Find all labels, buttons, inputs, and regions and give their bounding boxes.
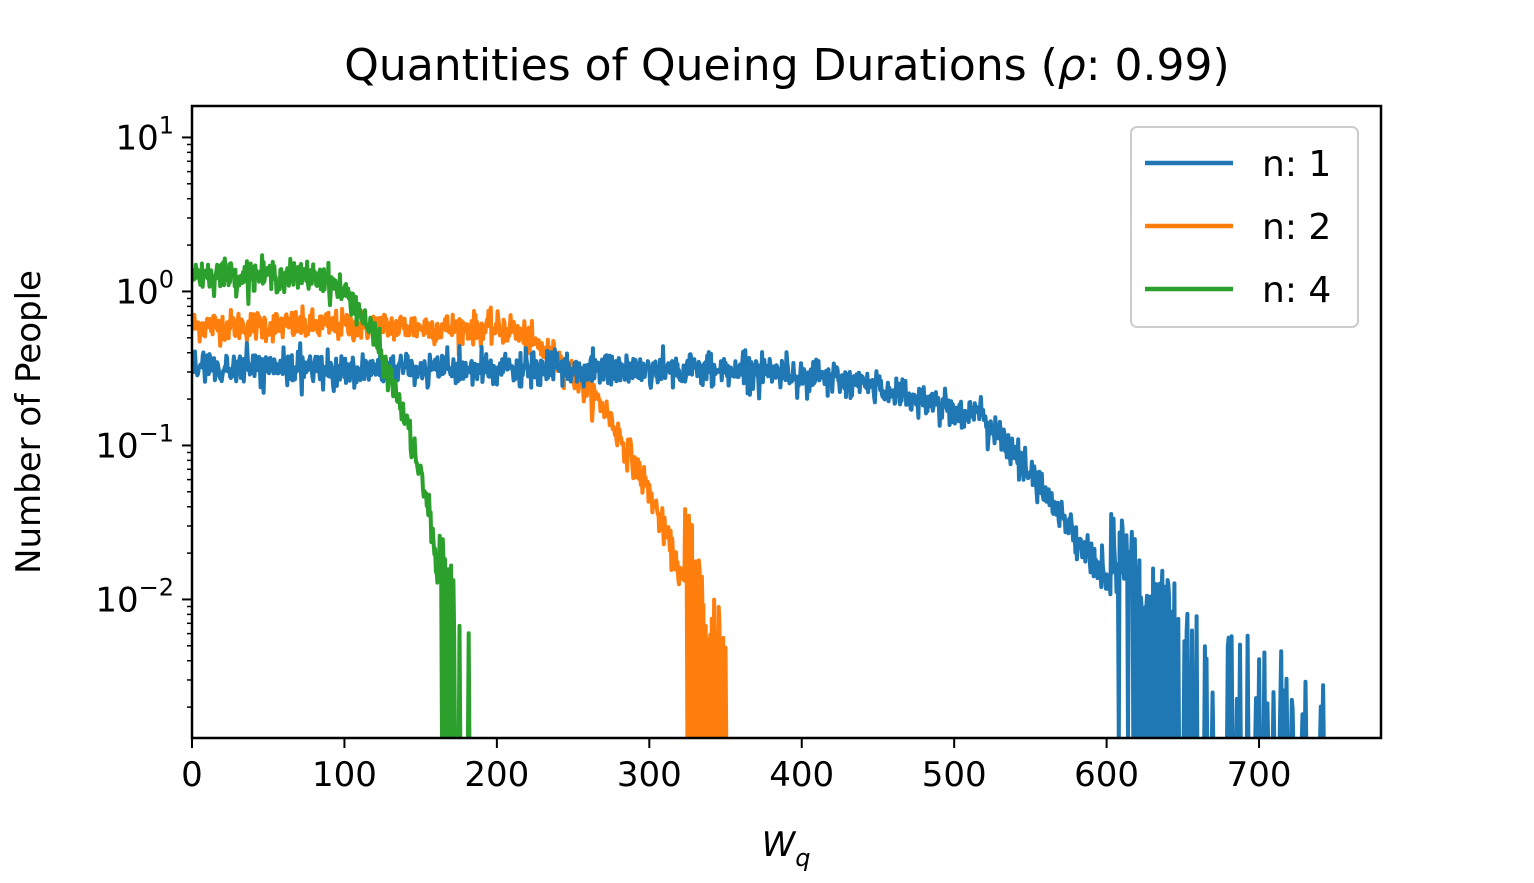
x-tick-label: 0 xyxy=(181,755,203,795)
x-tick-label: 300 xyxy=(617,755,682,795)
legend-label-n2: n: 2 xyxy=(1262,207,1331,248)
y-tick-label: 10−2 xyxy=(95,573,174,620)
x-axis-label: Wq xyxy=(762,825,811,872)
legend-label-n4: n: 4 xyxy=(1262,270,1331,311)
x-tick-label: 600 xyxy=(1074,755,1139,795)
plot-frame xyxy=(190,104,1383,740)
legend-label-n1: n: 1 xyxy=(1262,144,1331,185)
x-tick-label: 100 xyxy=(312,755,377,795)
x-axis: 0 100 200 300 400 500 600 700 xyxy=(181,738,1292,795)
series-line-n4 xyxy=(192,253,472,738)
series-line-n2 xyxy=(192,304,729,738)
y-tick-label: 101 xyxy=(115,111,174,158)
x-tick-label: 200 xyxy=(464,755,529,795)
chart-title: Quantities of Queing Durations (ρ: 0.99) xyxy=(344,40,1229,91)
plot-lines xyxy=(192,253,1326,738)
y-axis-label: Number of People xyxy=(9,270,49,574)
y-tick-label: 100 xyxy=(115,265,174,312)
x-tick-label: 400 xyxy=(769,755,834,795)
legend: n: 1 n: 2 n: 4 xyxy=(1130,126,1359,328)
series-line-n1 xyxy=(192,341,1326,738)
legend-box xyxy=(1130,126,1359,328)
y-axis: 101 100 10−1 10−2 xyxy=(95,111,192,708)
x-tick-label: 500 xyxy=(922,755,987,795)
x-tick-label: 700 xyxy=(1227,755,1292,795)
y-tick-label: 10−1 xyxy=(95,419,174,466)
